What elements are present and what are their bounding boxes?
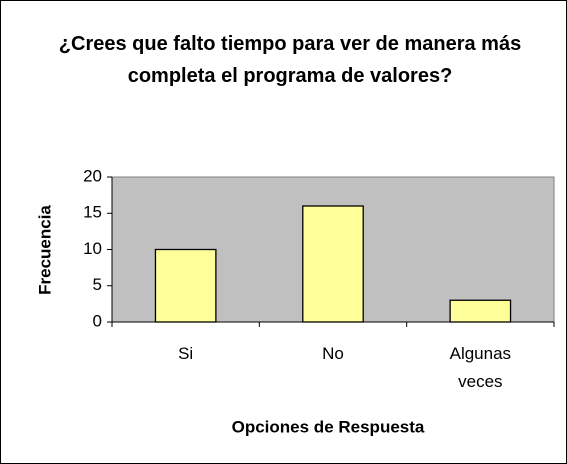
y-tick-label: 0 [93, 311, 102, 330]
y-tick-label: 5 [93, 275, 102, 294]
bar [449, 299, 512, 323]
x-tick-label: Si [178, 344, 194, 363]
x-tick-label: No [322, 344, 344, 363]
y-tick-label: 10 [83, 239, 102, 258]
x-axis-label: Opciones de Respuesta [232, 417, 425, 436]
bar [154, 248, 217, 323]
y-tick-label: 20 [83, 166, 102, 185]
y-tick-label: 15 [83, 203, 102, 222]
bar [302, 205, 364, 323]
chart-title: ¿Crees que falto tiempo para ver de mane… [58, 33, 522, 87]
x-tick-label: Algunas veces [449, 344, 512, 391]
y-axis-label: Frecuencia [35, 205, 54, 295]
